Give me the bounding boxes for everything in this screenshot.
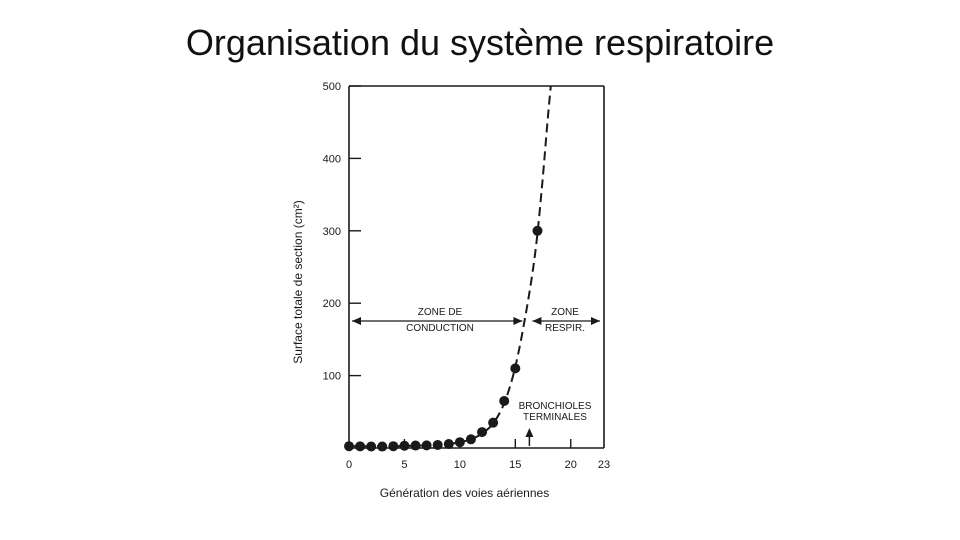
x-tick-label: 20 [565, 459, 577, 471]
x-axis-label: Génération des voies aériennes [380, 486, 549, 500]
data-point [443, 439, 454, 450]
x-tick-label: 10 [454, 459, 466, 471]
data-point [532, 225, 543, 236]
data-point [488, 417, 499, 428]
slide-title: Organisation du système respiratoire [185, 22, 775, 63]
data-point [499, 395, 510, 406]
data-point [510, 363, 521, 374]
y-tick-label: 200 [323, 298, 341, 310]
arrow-right-icon [591, 317, 600, 325]
arrow-left-icon [532, 317, 542, 325]
data-point [421, 440, 432, 451]
zone-label: ZONE DE [418, 307, 463, 318]
arrow-right-icon [513, 317, 523, 325]
data-point [465, 434, 476, 445]
data-point [388, 441, 399, 452]
data-point [454, 437, 465, 448]
data-point [344, 441, 354, 452]
arrow-up-icon [525, 428, 534, 437]
y-tick-label: 500 [323, 81, 341, 93]
data-point [399, 440, 410, 451]
y-tick-label: 100 [323, 371, 341, 383]
zone-label: ZONE [551, 307, 579, 318]
data-point [355, 441, 366, 452]
y-tick-label: 300 [323, 226, 341, 238]
x-tick-label: 23 [598, 459, 610, 471]
x-tick-label: 15 [509, 459, 521, 471]
dashed-trend-line [348, 85, 552, 448]
zone-label: CONDUCTION [406, 323, 474, 334]
x-tick-label: 5 [401, 459, 407, 471]
data-point [477, 427, 488, 438]
chart-frame [348, 85, 605, 449]
annotation-label: BRONCHIOLES [519, 401, 592, 412]
y-tick-label: 400 [323, 153, 341, 165]
y-axis-ticks: 100 200 300 400 500 [323, 81, 361, 383]
x-tick-label: 0 [346, 459, 352, 471]
arrow-left-icon [352, 317, 361, 325]
data-points [344, 225, 543, 452]
y-axis-label: Surface totale de section (cm²) [291, 200, 305, 363]
data-point [410, 440, 421, 451]
zone-label: RESPIR. [545, 323, 585, 334]
annotation-label: TERMINALES [523, 412, 587, 423]
data-point [366, 441, 377, 452]
data-point [377, 441, 388, 452]
data-point [432, 439, 443, 450]
zone-arrows: ZONE DE CONDUCTION ZONE RESPIR. [352, 307, 600, 334]
